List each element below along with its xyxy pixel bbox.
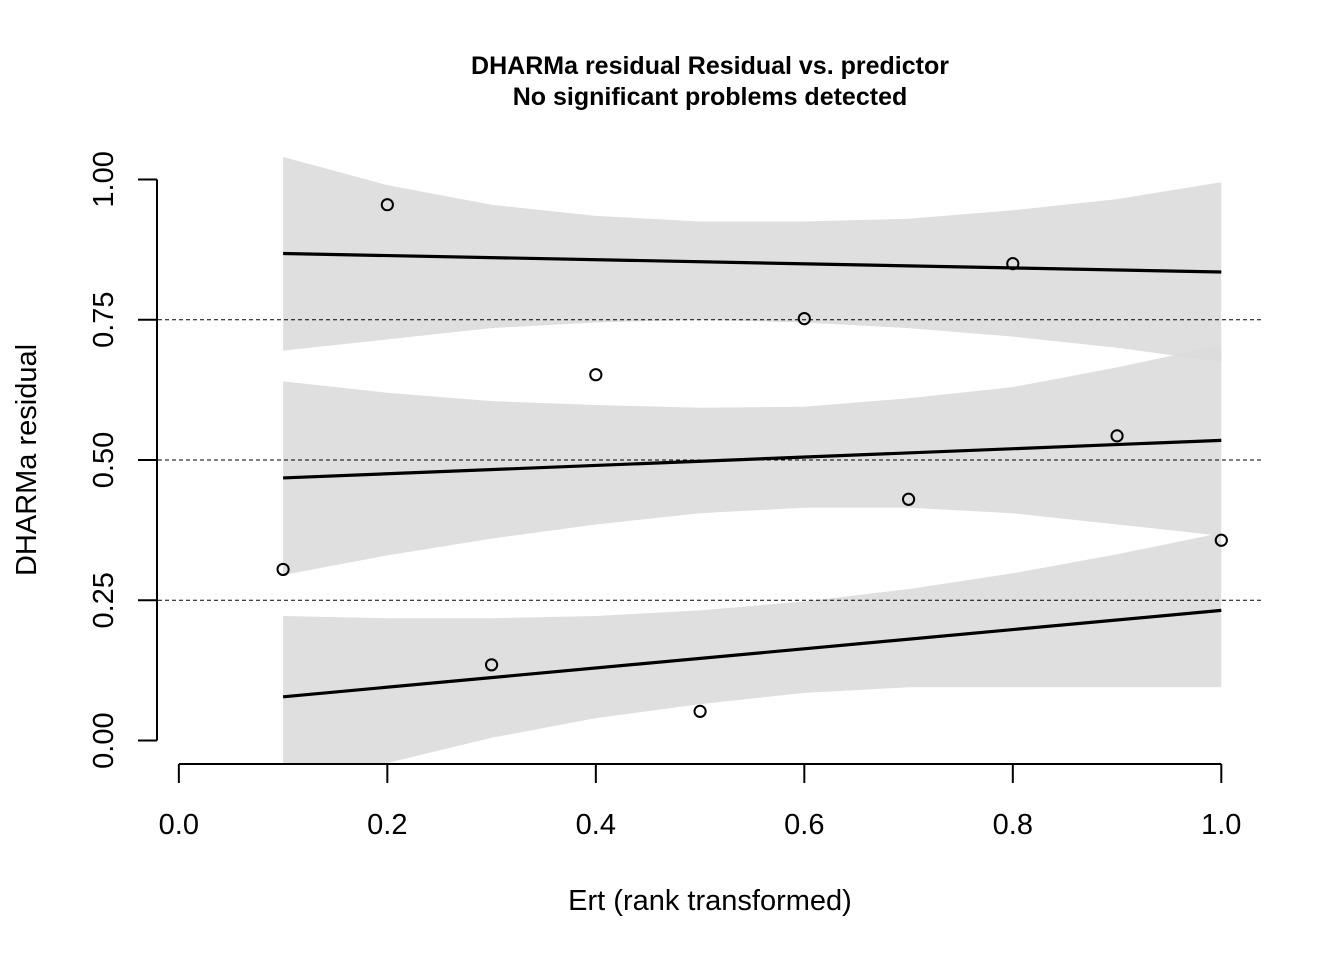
data-point-3 — [484, 658, 499, 672]
data-point-9 — [1110, 429, 1124, 443]
chart-subtitle: No significant problems detected — [513, 83, 908, 111]
x-tick-label: 0.4 — [576, 809, 616, 841]
x-tick-label: 0.8 — [993, 809, 1033, 841]
data-point-5 — [693, 704, 707, 718]
y-axis-label: DHARMa residual — [11, 344, 43, 576]
y-tick-label: 1.00 — [88, 151, 120, 207]
y-tick-label: 0.50 — [88, 432, 120, 488]
y-tick-label: 0.75 — [88, 291, 120, 347]
y-tick-label: 0.00 — [88, 712, 120, 768]
quantile-fit-lines — [282, 251, 1222, 699]
data-point-10 — [1214, 533, 1228, 547]
data-point-7 — [901, 492, 916, 506]
x-tick-label: 0.0 — [159, 809, 199, 841]
chart-title: DHARMa residual Residual vs. predictor — [471, 52, 949, 80]
x-axis-label: Ert (rank transformed) — [568, 885, 852, 917]
x-tick-label: 1.0 — [1201, 809, 1241, 841]
data-point-4 — [589, 368, 603, 382]
axes: 0.00 0.25 0.50 0.75 1.00 0.0 0.2 0.4 0.6 0.8 1.0 — [88, 151, 1241, 841]
quantile-line-q025 — [282, 608, 1222, 699]
y-tick-label: 0.25 — [88, 572, 120, 628]
confidence-band-q075 — [283, 157, 1222, 362]
data-point-1 — [276, 562, 290, 577]
reference-lines — [158, 319, 1263, 601]
quantile-line-q075 — [283, 251, 1222, 274]
data-point-2 — [380, 198, 394, 212]
x-tick-label: 0.6 — [784, 809, 824, 841]
data-point-6 — [797, 312, 811, 326]
data-point-8 — [1006, 257, 1020, 271]
residual-points — [276, 198, 1228, 718]
confidence-bands — [283, 157, 1222, 763]
confidence-band-q025 — [283, 532, 1222, 763]
quantile-line-q05 — [283, 438, 1222, 480]
x-tick-label: 0.2 — [367, 809, 407, 841]
